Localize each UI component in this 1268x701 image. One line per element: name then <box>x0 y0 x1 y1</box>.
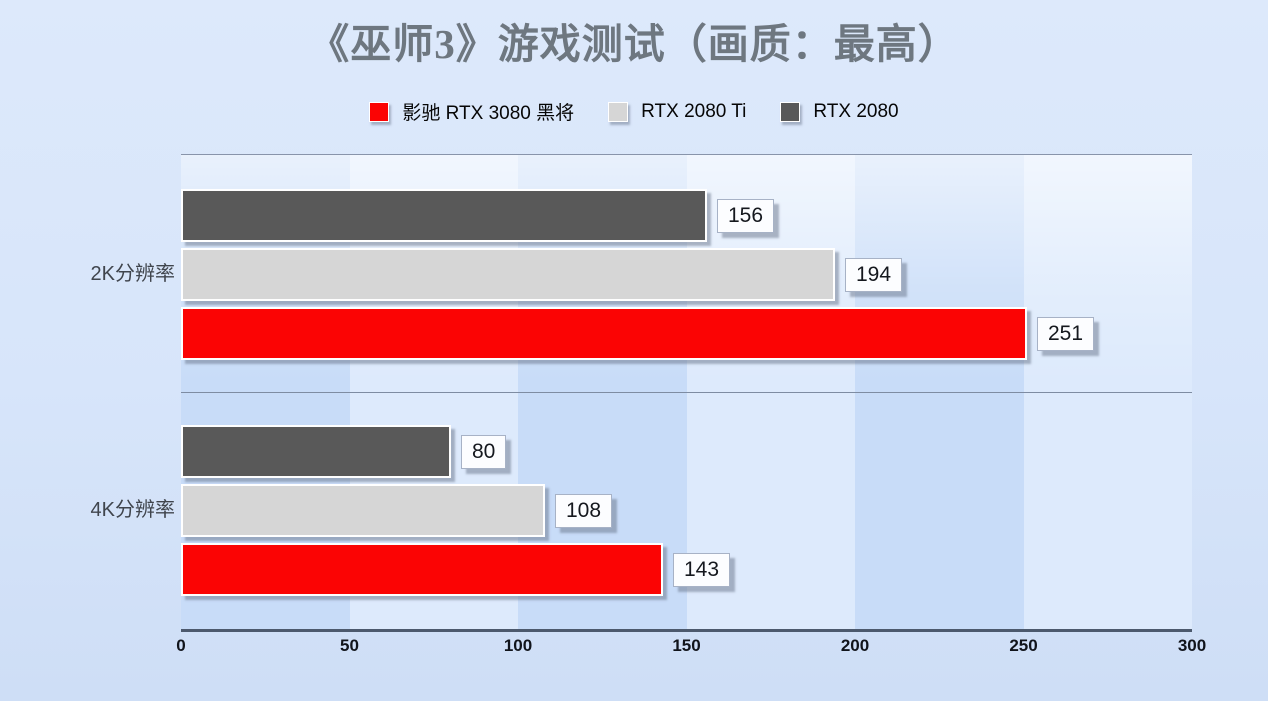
legend: 影驰 RTX 3080 黑将 RTX 2080 Ti RTX 2080 <box>0 98 1268 125</box>
bar-4K分辨率-RTX 2080 <box>181 425 451 478</box>
x-axis: 0 50 100 150 200 250 300 <box>176 636 1206 658</box>
legend-swatch-icon <box>608 101 629 122</box>
legend-item: RTX 2080 Ti <box>608 101 746 123</box>
bar-4K分辨率-RTX 2080 Ti <box>181 484 545 537</box>
legend-swatch-icon <box>369 101 390 122</box>
category-gridline <box>181 392 1192 393</box>
x-axis-line <box>181 629 1192 632</box>
value-label: 156 <box>717 199 775 233</box>
value-label: 194 <box>845 258 903 292</box>
bar-2K分辨率-影驰 RTX 3080 黑将 <box>181 307 1027 360</box>
bar-4K分辨率-影驰 RTX 3080 黑将 <box>181 543 663 596</box>
bar-2K分辨率-RTX 2080 Ti <box>181 248 835 301</box>
x-tick-label: 200 <box>840 636 870 655</box>
legend-item: RTX 2080 <box>780 100 899 123</box>
chart-title: 《巫师3》游戏测试（画质：最高） <box>308 21 960 67</box>
value-label: 251 <box>1037 317 1095 351</box>
bar-2K分辨率-RTX 2080 <box>181 189 707 242</box>
plot-area: 156 194 251 80 108 143 <box>181 154 1192 632</box>
x-tick-label: 100 <box>503 636 533 655</box>
legend-swatch-icon <box>780 101 801 122</box>
category-label: 4K分辨率 <box>90 499 175 521</box>
legend-label: RTX 2080 Ti <box>641 100 747 122</box>
legend-item: 影驰 RTX 3080 黑将 <box>369 98 574 125</box>
x-tick-label: 0 <box>176 636 186 655</box>
value-label: 108 <box>555 494 613 528</box>
legend-label: RTX 2080 <box>813 100 899 122</box>
value-label: 143 <box>673 553 731 587</box>
x-tick-label: 150 <box>672 636 701 655</box>
x-tick-label: 300 <box>1177 636 1207 655</box>
x-tick-label: 50 <box>340 636 359 655</box>
x-tick-label: 250 <box>1009 636 1038 655</box>
value-label: 80 <box>461 435 507 469</box>
legend-label: 影驰 RTX 3080 黑将 <box>402 103 575 124</box>
category-label: 2K分辨率 <box>90 263 175 285</box>
